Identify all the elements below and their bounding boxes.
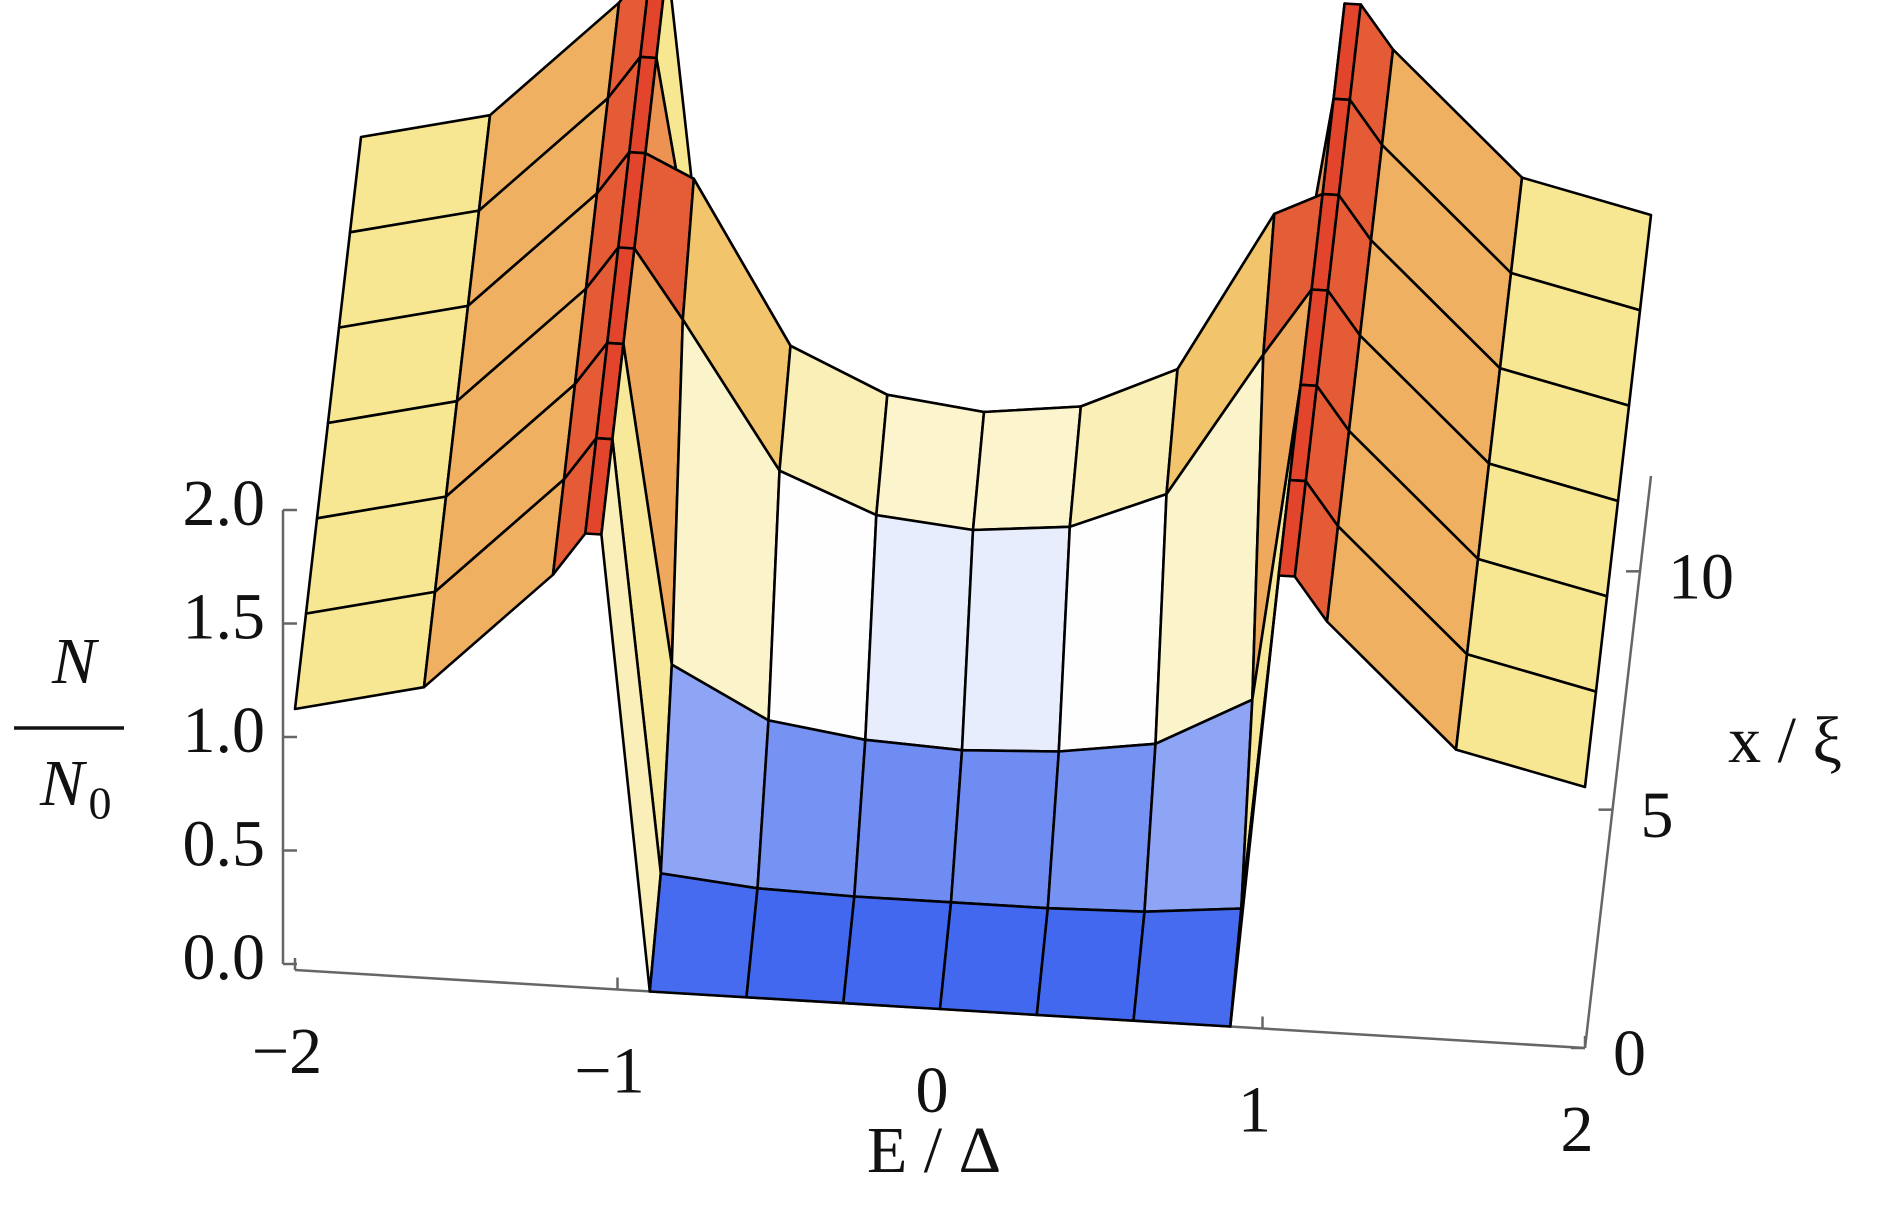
z-label-numerator: N <box>51 625 100 698</box>
surface-patch <box>756 719 867 898</box>
surface-patch <box>1046 742 1157 914</box>
z-tick-label: 0.0 <box>183 921 266 994</box>
x-tick-label: 1 <box>1238 1074 1271 1147</box>
surface-patch <box>938 900 1050 1017</box>
x-tick-label: −1 <box>574 1035 644 1108</box>
y-axis-label: x / ξ <box>1728 704 1842 777</box>
surface-patch <box>863 513 975 752</box>
z-label-subscript: 0 <box>89 778 112 829</box>
z-tick-label: 0.5 <box>183 808 266 881</box>
surface-patch <box>1057 492 1168 753</box>
y-tick-label: 0 <box>1613 1017 1646 1090</box>
surface <box>293 0 1653 1028</box>
x-tick-label: 2 <box>1561 1093 1594 1166</box>
surface-patch <box>745 886 856 1005</box>
surface-patch <box>852 738 964 904</box>
surface-patch <box>971 405 1083 532</box>
surface-patch <box>1035 906 1146 1023</box>
z-tick-label: 2.0 <box>183 467 266 540</box>
z-label-denominator: N <box>39 747 88 820</box>
y-tick-label: 5 <box>1641 779 1674 852</box>
surface-patch <box>960 525 1072 753</box>
y-tick-label: 10 <box>1668 540 1734 613</box>
z-tick-label: 1.5 <box>183 581 266 654</box>
z-tick-label: 1.0 <box>183 694 266 767</box>
surface-patch <box>1454 652 1598 789</box>
labels: E / Δ x / ξ N N 0 −2 −1 0 1 205100.00.51.01.… <box>14 467 1842 1187</box>
x-tick-label: −2 <box>252 1015 322 1088</box>
surface-patch <box>767 469 878 742</box>
surface-patch <box>874 393 986 532</box>
x-axis-label: E / Δ <box>867 1114 1001 1187</box>
surface-patch <box>1132 907 1243 1028</box>
surface-patch <box>949 748 1061 910</box>
surface-patch <box>841 895 953 1011</box>
x-tick-label: 0 <box>916 1054 949 1127</box>
surface-patch <box>648 872 759 999</box>
